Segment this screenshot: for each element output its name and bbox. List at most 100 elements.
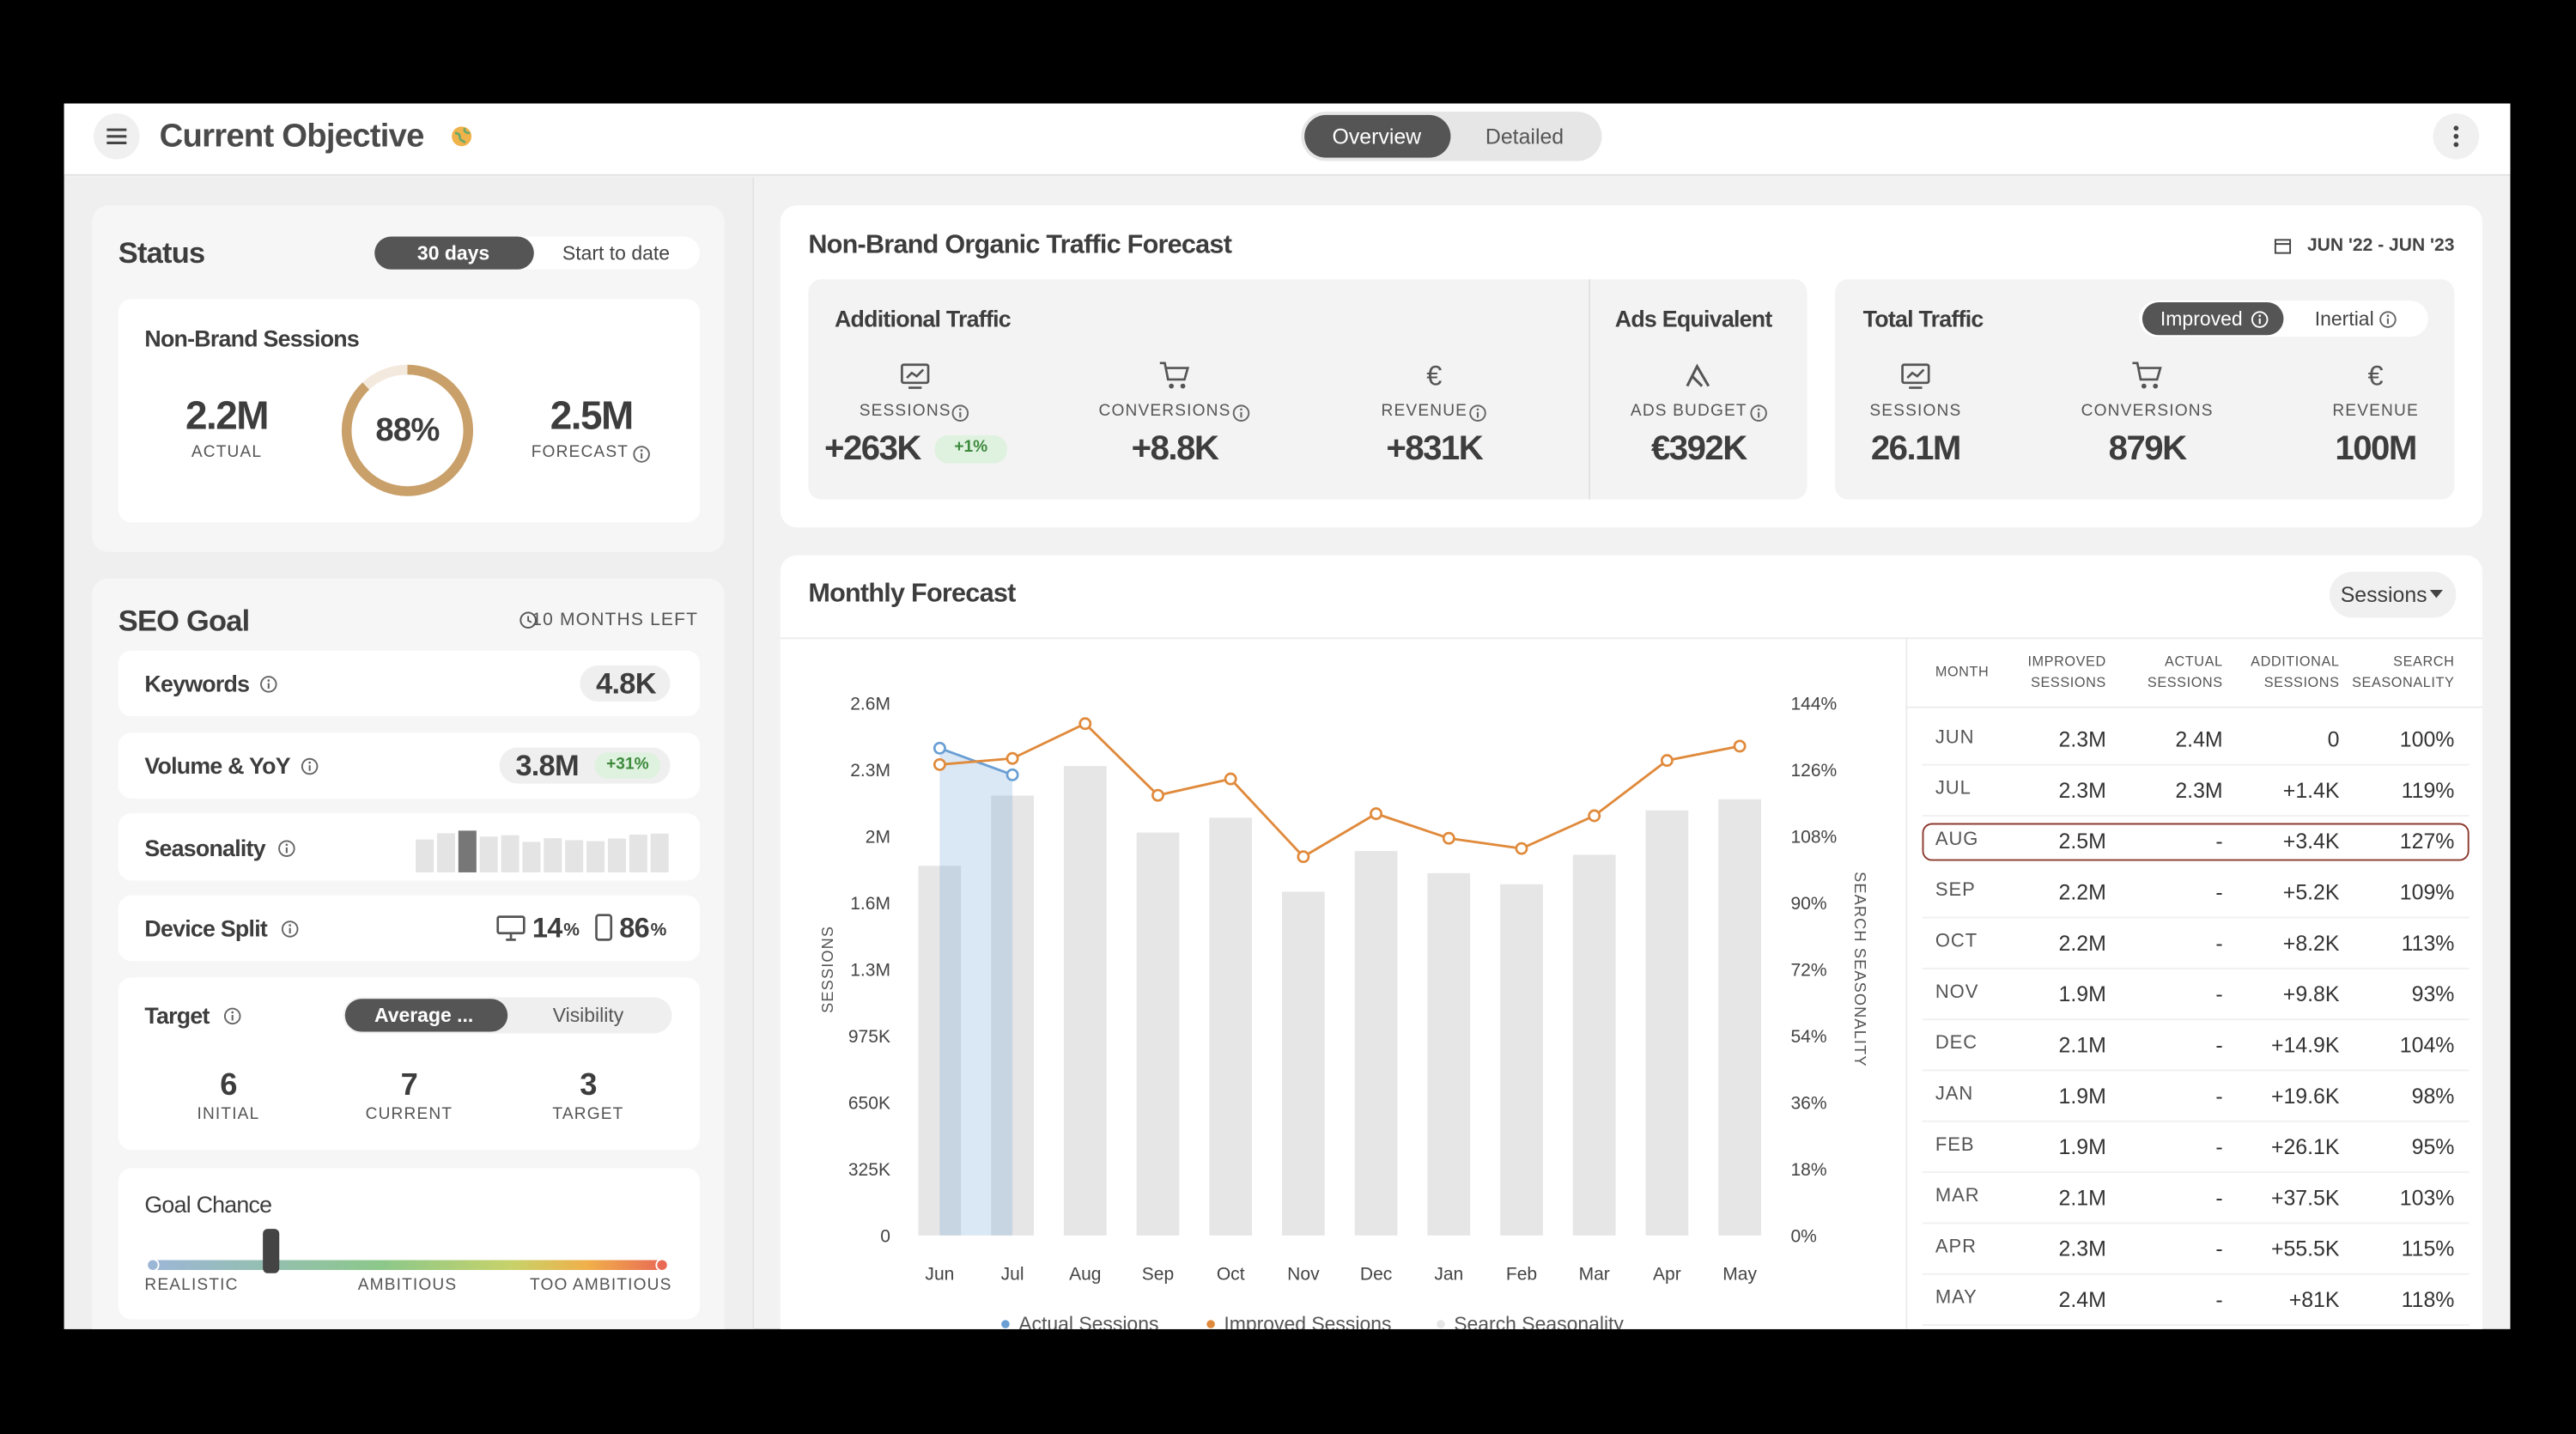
table-cell: 119% (2401, 777, 2455, 803)
y-tick-label: 325K (848, 1160, 890, 1180)
currency-icon: € (1426, 360, 1443, 392)
row-highlight (1922, 823, 2470, 861)
tab[interactable]: Detailed (1485, 124, 1564, 149)
scale-end (146, 1258, 160, 1272)
row-label: Device Split (144, 914, 268, 942)
bar (1427, 872, 1471, 1236)
sessions-icon (901, 363, 930, 389)
mode[interactable]: Inertial (2314, 307, 2374, 331)
bar (1645, 810, 1689, 1236)
menu-label[interactable]: Sessions (2340, 582, 2427, 607)
info-icon (2379, 311, 2397, 328)
target-value: 3 (580, 1068, 597, 1103)
point (1588, 809, 1601, 823)
metric-name: Non-Brand Sessions (144, 325, 360, 352)
scale-label: TOO AMBITIOUS (529, 1276, 672, 1295)
page-title: Current Objective (159, 118, 425, 155)
legend-marker (1206, 1320, 1215, 1328)
column-header: ACTUAL SESSIONS (2147, 653, 2223, 690)
point (933, 741, 946, 755)
panel-title: Total Traffic (1862, 305, 1984, 332)
table-cell: +1.4K (2282, 777, 2340, 803)
table-cell: 1.9M (2058, 981, 2106, 1006)
bar (991, 795, 1034, 1236)
x-tick-label: Aug (1069, 1264, 1101, 1284)
device-unit: % (650, 921, 667, 941)
row-rule (1922, 1324, 2470, 1327)
point (1297, 850, 1310, 864)
metric-value: 2.2M (185, 394, 269, 439)
card-divider (780, 637, 2482, 640)
growth-badge (934, 435, 1007, 464)
x-tick-label: Apr (1653, 1264, 1681, 1284)
cart-icon (2132, 362, 2162, 389)
tab[interactable]: Overview (1332, 124, 1422, 149)
sparkline-bar (544, 838, 562, 872)
globe-icon (452, 126, 472, 147)
month-cell: APR (1935, 1237, 1977, 1258)
month-cell: AUG (1935, 829, 1979, 850)
month-cell: DEC (1935, 1033, 1978, 1054)
mode[interactable]: Average ... (374, 1004, 474, 1027)
table-cell: 2.3M (2058, 777, 2106, 803)
range-active[interactable] (374, 236, 534, 270)
row-value: 4.8K (596, 666, 656, 701)
table-cell: - (2215, 1236, 2223, 1261)
table-cell: 1.9M (2058, 1134, 2106, 1159)
device-unit: % (563, 921, 580, 941)
y2-tick-label: 90% (1790, 894, 1826, 914)
x-tick-label: Jun (925, 1264, 954, 1284)
sparkline-bar (607, 838, 626, 872)
y-tick-label: 1.3M (850, 960, 890, 980)
table-cell: - (2215, 1083, 2223, 1109)
growth-value: +1% (954, 438, 988, 457)
menu-icon (106, 128, 127, 144)
point (1515, 842, 1528, 855)
metric-value: 2.5M (550, 394, 634, 439)
month-cell: JUN (1935, 728, 1975, 749)
table-cell: +26.1K (2270, 1134, 2340, 1159)
range[interactable]: Start to date (562, 241, 671, 265)
month-cell: JUL (1935, 779, 1971, 799)
y-tick-label: 2.6M (850, 695, 890, 714)
line (939, 721, 1741, 859)
y2-tick-label: 54% (1790, 1027, 1826, 1047)
table-cell: 0 (2327, 726, 2340, 752)
bar (1209, 817, 1253, 1236)
info-icon (951, 404, 969, 422)
y-tick-label: 650K (848, 1093, 890, 1113)
info-icon (1749, 404, 1766, 422)
table-cell: 93% (2411, 981, 2455, 1006)
mode[interactable]: Visibility (552, 1004, 624, 1027)
table-cell: - (2215, 1032, 2223, 1058)
chance-handle[interactable] (262, 1229, 279, 1273)
panel-title: Ads Equivalent (1614, 305, 1773, 332)
row-rule (1922, 1069, 2470, 1072)
x-tick-label: Sep (1142, 1264, 1174, 1284)
sparkline-bar (416, 839, 434, 872)
bar (1282, 891, 1325, 1236)
table-cell: 118% (2401, 1287, 2455, 1312)
row-rule (1922, 763, 2470, 766)
point (1078, 717, 1092, 731)
bar (1500, 884, 1543, 1236)
mode[interactable]: Improved (2160, 307, 2243, 331)
month-cell: NOV (1935, 982, 1979, 1003)
tab-active[interactable] (1304, 114, 1451, 158)
table-cell: 2.1M (2058, 1185, 2106, 1211)
table-cell: 2.2M (2058, 879, 2106, 905)
y2-tick-label: 18% (1790, 1160, 1826, 1180)
x-tick-label: Jul (1001, 1264, 1024, 1284)
scale-end (655, 1258, 669, 1272)
table-cell: 2.2M (2058, 930, 2106, 956)
seasonality-sparkline (416, 830, 669, 872)
row-rule (1922, 1273, 2470, 1275)
table-cell: +3.4K (2282, 829, 2340, 854)
point (1005, 768, 1019, 781)
row-label: Goal Chance (144, 1191, 272, 1218)
mode-active[interactable] (344, 999, 508, 1032)
y2-tick-label: 0% (1790, 1226, 1816, 1246)
range[interactable]: 30 days (416, 241, 490, 265)
sparkline-bar (565, 840, 584, 872)
info-icon (260, 676, 277, 693)
